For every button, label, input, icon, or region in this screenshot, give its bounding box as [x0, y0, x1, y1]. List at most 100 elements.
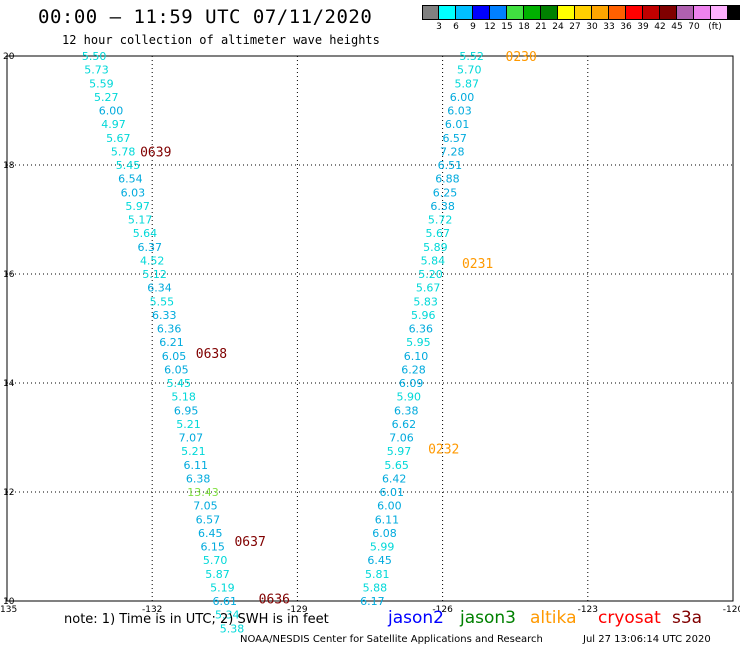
legend-swatch — [609, 5, 626, 20]
legend-swatch — [711, 5, 728, 20]
swh-point: 13.43 — [187, 486, 219, 499]
swh-point: 6.37 — [138, 241, 163, 254]
swh-point: 5.19 — [210, 581, 235, 594]
swh-point: 6.15 — [200, 541, 225, 554]
legend-swatch — [473, 5, 490, 20]
swh-point: 5.18 — [171, 391, 196, 404]
legend-label: 39 — [637, 22, 649, 32]
legend-label: 15 — [501, 22, 513, 32]
swh-point: 5.64 — [133, 227, 158, 240]
legend-swatch — [592, 5, 609, 20]
time-label: 0231 — [462, 257, 493, 272]
swh-point: 5.70 — [457, 64, 482, 77]
swh-point: 6.28 — [401, 363, 426, 376]
y-tick-label: 10 — [3, 597, 15, 607]
legend-swatches — [422, 5, 740, 20]
time-label: 0232 — [428, 442, 459, 457]
swh-point: 5.50 — [82, 50, 107, 63]
swh-point: 7.07 — [179, 432, 204, 445]
swh-point: 4.97 — [101, 118, 126, 131]
swh-point: 6.62 — [392, 418, 417, 431]
legend-label: 30 — [586, 22, 598, 32]
swh-point: 6.57 — [442, 132, 467, 145]
x-tick-label: -135 — [0, 605, 17, 615]
legend-swatch — [677, 5, 694, 20]
swh-point: 6.38 — [186, 472, 211, 485]
mission-label: cryosat — [598, 608, 661, 628]
y-tick-label: 18 — [3, 161, 15, 171]
y-tick-label: 20 — [3, 52, 15, 62]
time-label: 0639 — [140, 145, 171, 160]
y-tick-label: 16 — [3, 270, 15, 280]
legend-label: 3 — [436, 22, 442, 32]
swh-point: 5.90 — [396, 391, 421, 404]
legend-swatch — [541, 5, 558, 20]
swh-point: 5.17 — [128, 214, 153, 227]
swh-point: 7.05 — [193, 500, 218, 513]
swh-point: 5.81 — [365, 568, 390, 581]
legend-label: 70 — [688, 22, 700, 32]
swh-point: 6.21 — [159, 336, 184, 349]
swh-point: 6.42 — [382, 472, 407, 485]
swh-point: 6.01 — [445, 118, 470, 131]
swh-point: 6.61 — [213, 595, 238, 608]
swh-point: 5.45 — [167, 377, 192, 390]
swh-point: 6.05 — [162, 350, 187, 363]
legend-label: 27 — [569, 22, 581, 32]
x-tick-label: -120 — [723, 605, 740, 615]
swh-point: 5.83 — [413, 295, 438, 308]
legend-label: 36 — [620, 22, 632, 32]
mission-label: jason3 — [460, 608, 516, 628]
y-tick-label: 12 — [3, 488, 14, 498]
swh-point: 6.51 — [438, 159, 463, 172]
swh-point: 5.21 — [181, 445, 206, 458]
legend-label: 42 — [654, 22, 666, 32]
swh-point: 5.95 — [406, 336, 431, 349]
legend-swatch — [575, 5, 592, 20]
swh-point: 6.88 — [435, 173, 460, 186]
swh-point: 7.06 — [389, 432, 414, 445]
swh-point: 6.36 — [157, 323, 182, 336]
swh-point: 6.01 — [380, 486, 405, 499]
swh-point: 6.09 — [399, 377, 424, 390]
swh-point: 5.84 — [421, 254, 446, 267]
swh-point: 5.72 — [428, 214, 453, 227]
x-tick-label: -129 — [287, 605, 308, 615]
mission-label: altika — [530, 608, 577, 628]
swh-point: 5.21 — [176, 418, 201, 431]
swh-point: 5.65 — [384, 459, 409, 472]
swh-point: 5.88 — [363, 581, 388, 594]
x-tick-label: -123 — [578, 605, 598, 615]
swh-point: 5.59 — [89, 77, 114, 90]
chart-title: 00:00 – 11:59 UTC 07/11/2020 — [38, 6, 373, 28]
x-tick-label: -132 — [142, 605, 162, 615]
swh-point: 5.99 — [370, 541, 395, 554]
mission-label: s3a — [672, 608, 703, 628]
swh-point: 6.36 — [409, 323, 434, 336]
swh-point: 6.00 — [377, 500, 402, 513]
legend-label: 21 — [535, 22, 547, 32]
legend-label: 45 — [671, 22, 683, 32]
swh-point: 6.05 — [164, 363, 189, 376]
swh-point: 6.03 — [121, 186, 146, 199]
swh-point: 5.96 — [411, 309, 436, 322]
swh-point: 6.45 — [198, 527, 223, 540]
legend-label: 6 — [453, 22, 459, 32]
swh-point: 6.08 — [372, 527, 397, 540]
swh-point: 6.11 — [375, 513, 400, 526]
legend-swatch — [728, 5, 740, 20]
swh-point: 6.10 — [404, 350, 429, 363]
legend-swatch — [694, 5, 711, 20]
swh-point: 5.52 — [459, 50, 484, 63]
swh-point: 6.57 — [196, 513, 221, 526]
legend-swatch — [558, 5, 575, 20]
swh-point: 5.27 — [94, 91, 119, 104]
swh-point: 6.25 — [433, 186, 458, 199]
swh-point: 5.87 — [455, 77, 480, 90]
time-label: 0230 — [506, 50, 537, 65]
swh-point: 6.33 — [152, 309, 177, 322]
swh-point: 5.73 — [84, 64, 109, 77]
swh-point: 6.95 — [174, 404, 199, 417]
legend-swatch — [524, 5, 541, 20]
legend-swatch — [626, 5, 643, 20]
